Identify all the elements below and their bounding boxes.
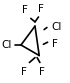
Text: Cl: Cl (1, 40, 12, 50)
Text: F: F (21, 67, 27, 77)
Text: F: F (39, 67, 45, 77)
Text: F: F (52, 39, 58, 49)
Text: F: F (22, 5, 28, 15)
Text: Cl: Cl (52, 22, 62, 33)
Text: F: F (38, 3, 44, 14)
